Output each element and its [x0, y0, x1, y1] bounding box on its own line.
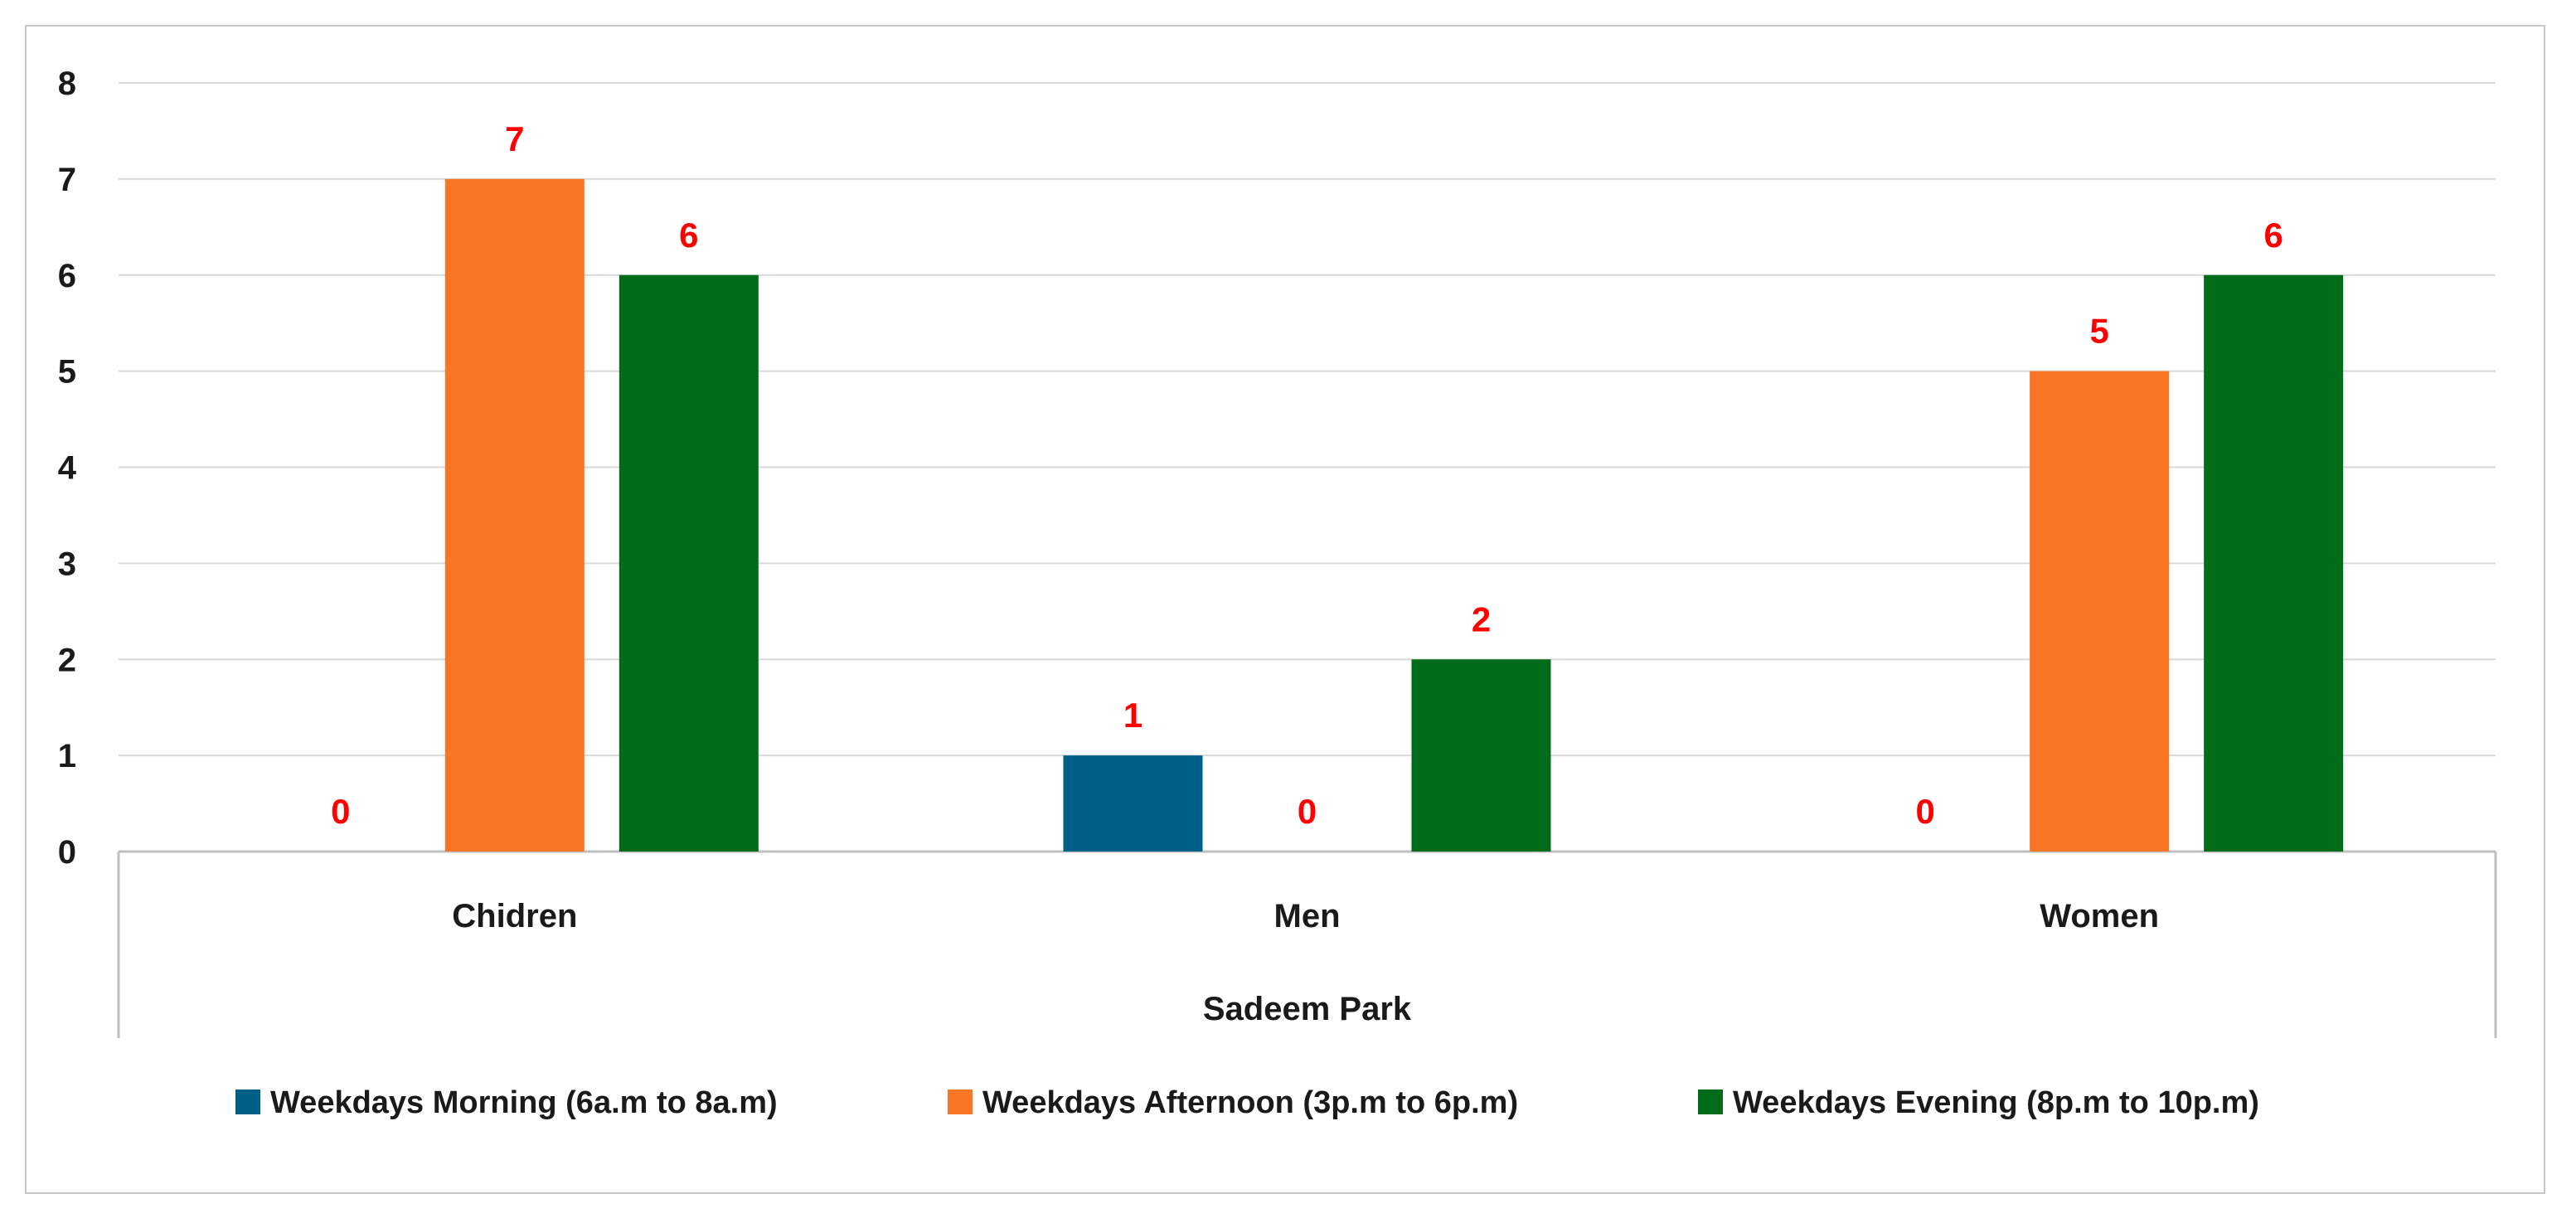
x-category-label: Women: [2040, 898, 2159, 934]
data-label: 6: [679, 216, 698, 255]
x-category-label: Chidren: [452, 898, 577, 934]
x-group-label: Sadeem Park: [1203, 991, 1412, 1027]
bar-men-series-1: [1063, 755, 1203, 852]
legend-swatch-1: [235, 1090, 260, 1114]
legend-label-3: Weekdays Evening (8p.m to 10p.m): [1733, 1085, 2259, 1120]
legend-label-2: Weekdays Afternoon (3p.m to 6p.m): [982, 1085, 1518, 1120]
bar-chidren-series-2: [444, 178, 585, 852]
y-tick-label: 4: [58, 450, 77, 487]
y-tick-label: 3: [58, 546, 76, 582]
bar-men-series-3: [1411, 659, 1551, 852]
data-label: 5: [2089, 312, 2108, 351]
y-tick-label: 0: [58, 834, 76, 871]
data-label: 1: [1123, 696, 1142, 735]
y-tick-label: 8: [58, 66, 76, 102]
data-label: 6: [2263, 216, 2283, 255]
bar-chidren-series-3: [619, 274, 759, 852]
data-label: 2: [1472, 599, 1491, 638]
data-label: 7: [505, 119, 524, 158]
y-tick-label: 5: [58, 354, 76, 391]
legend-swatch-3: [1698, 1090, 1723, 1114]
data-label: 0: [331, 792, 350, 831]
y-tick-label: 7: [58, 162, 76, 198]
y-tick-label: 1: [58, 738, 76, 774]
x-category-label: Men: [1274, 898, 1341, 934]
legend-label-1: Weekdays Morning (6a.m to 8a.m): [270, 1085, 778, 1120]
bar-women-series-3: [2204, 274, 2344, 852]
y-tick-label: 6: [58, 258, 76, 294]
data-label: 0: [1298, 792, 1317, 831]
bar-women-series-2: [2030, 371, 2170, 852]
legend-swatch-2: [948, 1090, 973, 1114]
y-tick-label: 2: [58, 642, 76, 678]
data-label: 0: [1915, 792, 1934, 831]
